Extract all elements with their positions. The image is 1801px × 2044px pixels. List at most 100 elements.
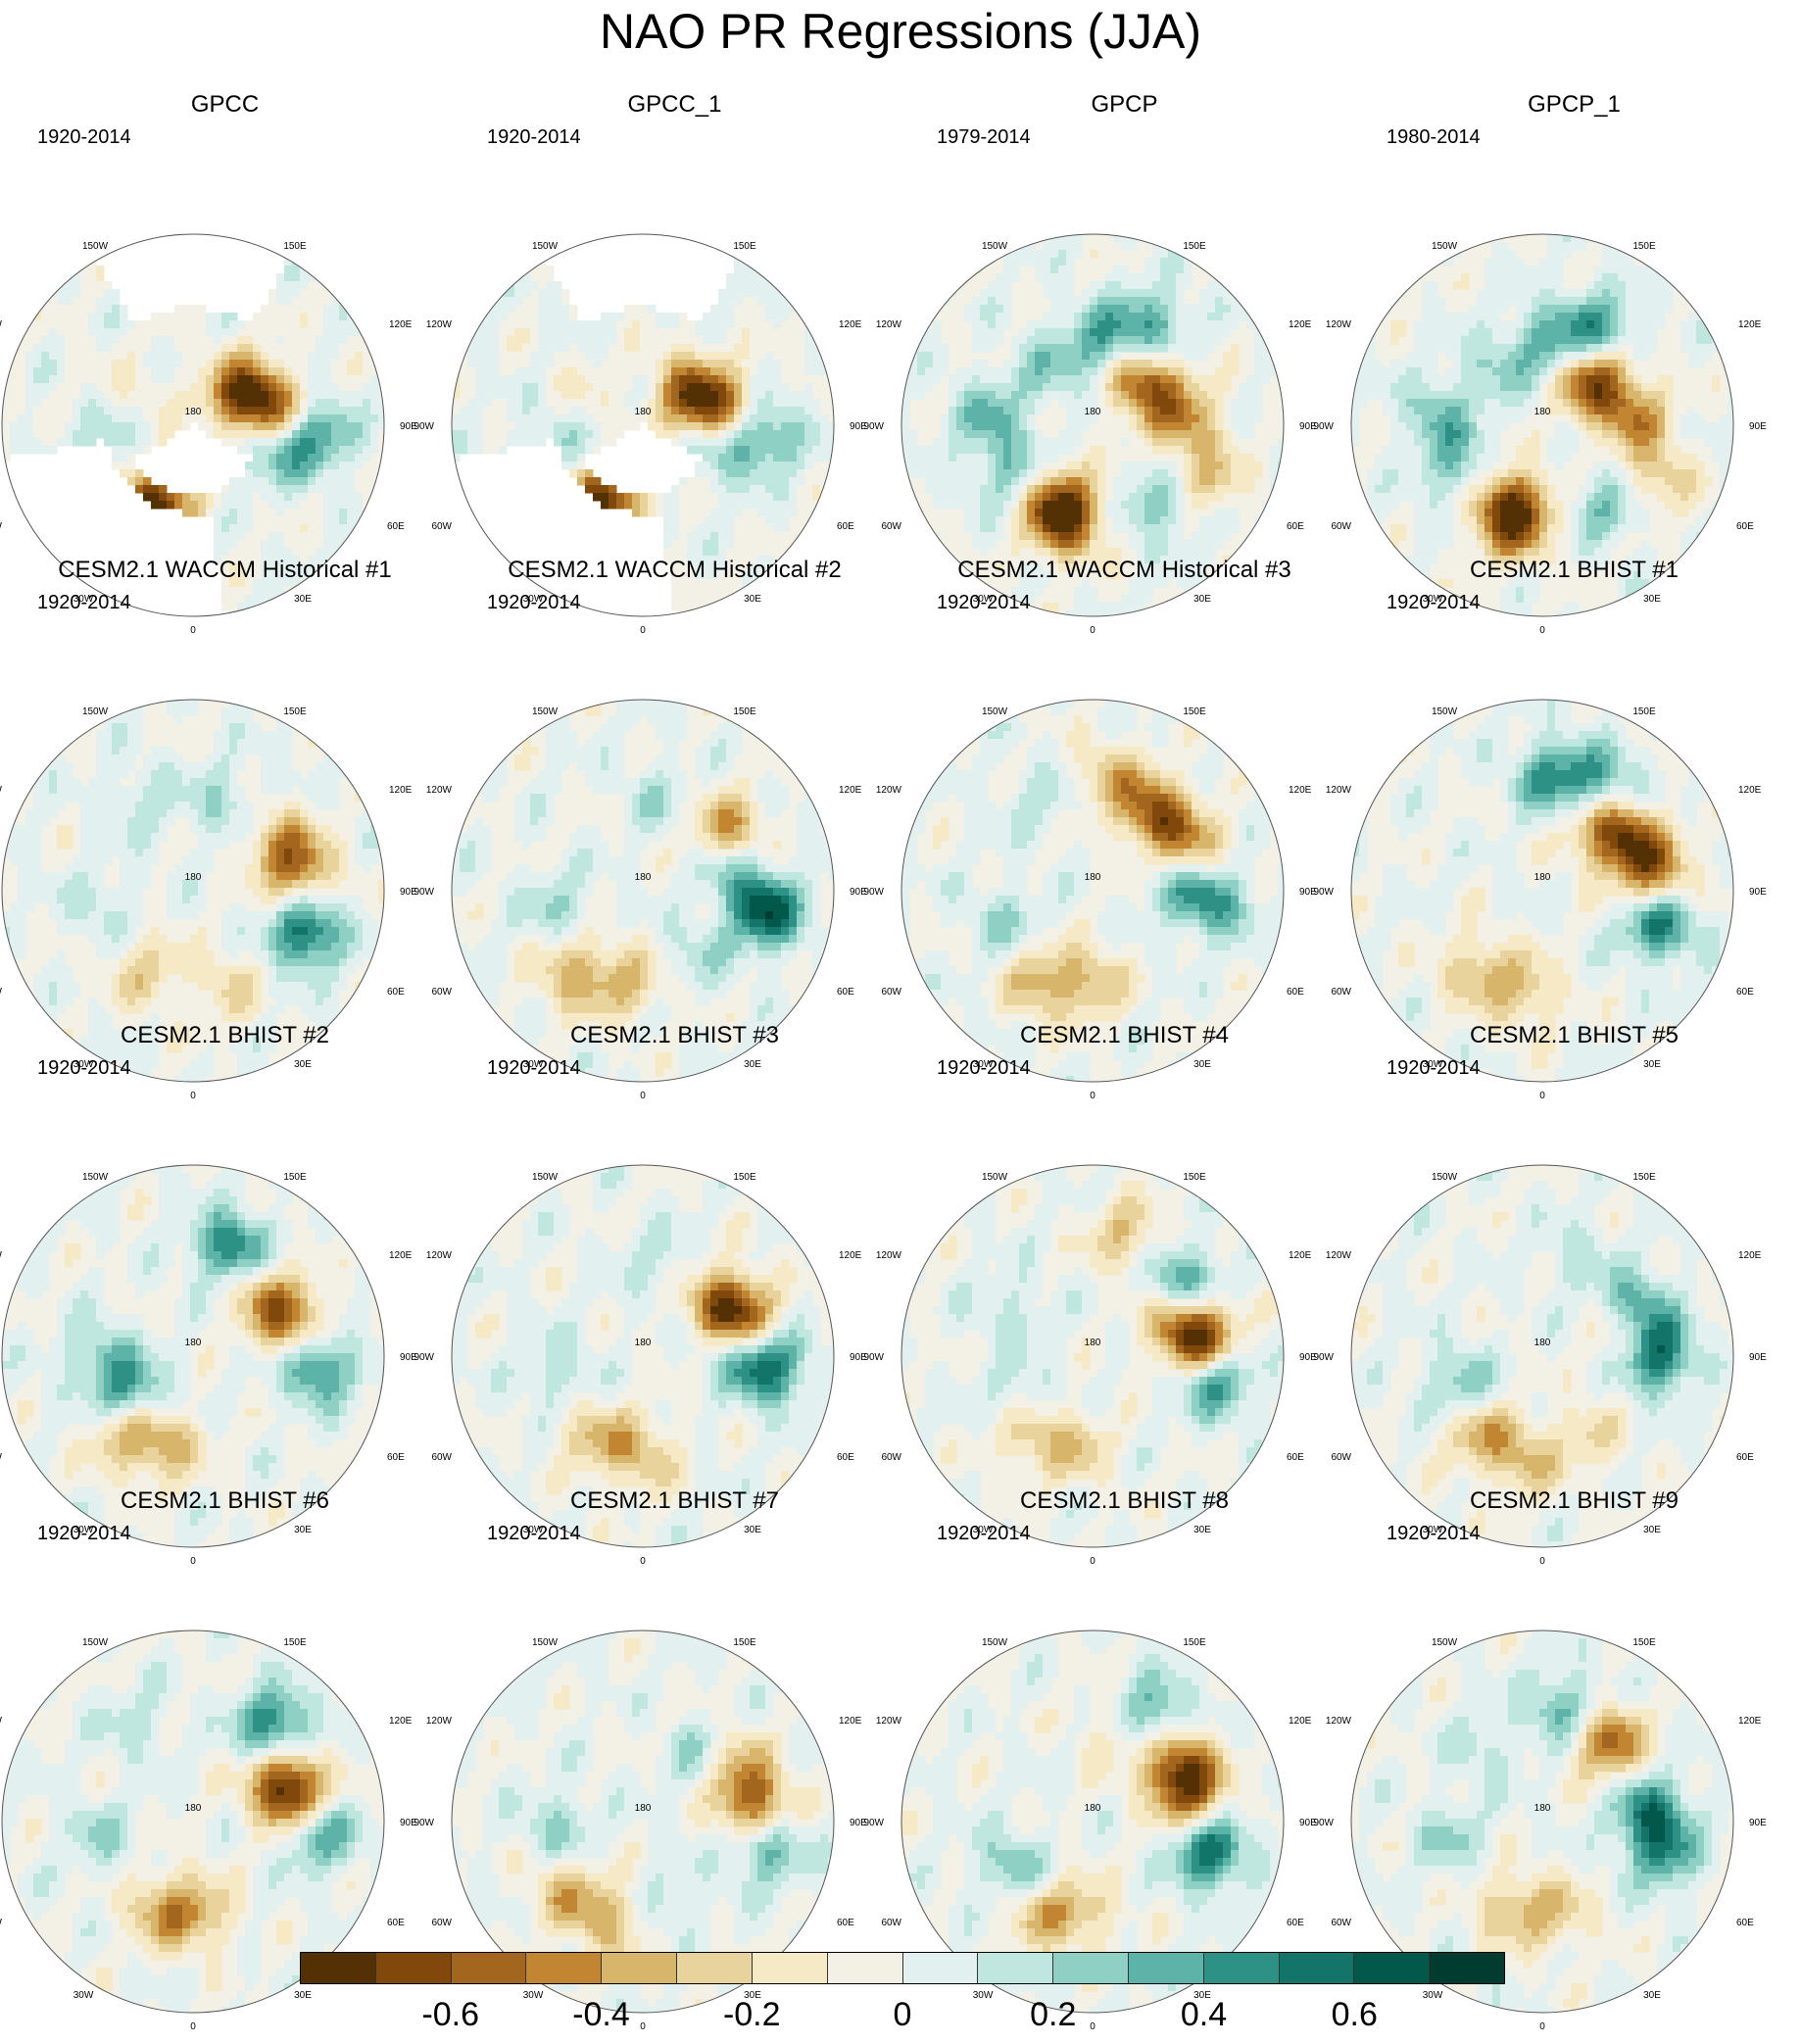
longitude-label: 90E (1299, 1352, 1317, 1363)
longitude-label: 60E (1287, 1918, 1304, 1928)
precip-field (901, 1165, 1284, 1547)
longitude-label: 180 (1085, 872, 1101, 883)
map-boundary (1350, 233, 1734, 617)
longitude-label: 30W (73, 1990, 94, 2001)
longitude-label: 120W (1326, 1250, 1352, 1261)
longitude-label: 0 (190, 625, 196, 636)
panel-title: CESM2.1 BHIST #2 (0, 1021, 450, 1050)
longitude-label: 60E (837, 1918, 854, 1928)
longitude-label: 150W (82, 241, 109, 252)
longitude-label: 90W (863, 421, 884, 432)
longitude-label: 150E (1183, 1637, 1206, 1648)
longitude-label: 120E (1289, 1250, 1312, 1261)
longitude-label: 120E (1738, 1716, 1762, 1727)
longitude-label: 30W (523, 1059, 544, 1070)
precip-field (901, 1630, 1284, 2013)
colorbar-tick-label: -0.2 (723, 1995, 781, 2034)
longitude-label: 0 (640, 2021, 646, 2032)
longitude-label: 120E (1289, 785, 1312, 796)
longitude-label: 120E (839, 1716, 862, 1727)
longitude-label: 30E (294, 1525, 312, 1535)
longitude-label: 180 (1085, 1803, 1101, 1814)
longitude-label: 120W (426, 1250, 453, 1261)
panel-period: 1920-2014 (487, 125, 581, 149)
longitude-label: 120E (1738, 319, 1762, 330)
map-panel: CESM2.1 BHIST #9 1920-2014 180 0 90W 90E 120W 1… (1313, 1486, 1799, 2032)
longitude-label: 150E (1183, 706, 1206, 717)
longitude-label: 150W (982, 1172, 1008, 1183)
longitude-label: 60W (1331, 521, 1351, 532)
longitude-label: 120W (426, 1716, 453, 1727)
panel-period: 1920-2014 (37, 125, 131, 149)
longitude-label: 30W (523, 1525, 544, 1535)
colorbar-box (902, 1953, 979, 1983)
precip-field (452, 700, 834, 1082)
map-panel: CESM2.1 BHIST #4 1920-2014 180 0 90W 90E 120W 1… (863, 1021, 1349, 1567)
longitude-label: 150E (1632, 1172, 1656, 1183)
longitude-label: 90W (1313, 887, 1334, 898)
longitude-label: 120E (839, 1250, 862, 1261)
longitude-label: 0 (190, 1556, 196, 1567)
longitude-label: 90E (400, 887, 417, 898)
panel-title: CESM2.1 BHIST #6 (0, 1486, 450, 1516)
precip-field (1351, 700, 1733, 1082)
longitude-label: 90E (400, 1818, 417, 1828)
longitude-label: 180 (185, 1803, 202, 1814)
longitude-label: 60E (1287, 1452, 1304, 1463)
longitude-label: 60W (431, 987, 452, 998)
colorbar-box (301, 1953, 376, 1983)
panel-period: 1920-2014 (937, 591, 1031, 614)
longitude-label: 180 (635, 1803, 652, 1814)
longitude-label: 60W (1331, 987, 1351, 998)
longitude-label: 120E (1738, 785, 1762, 796)
colorbar-box (677, 1953, 753, 1983)
panel-title: CESM2.1 BHIST #3 (450, 1021, 900, 1050)
panel-title: GPCP_1 (1349, 90, 1799, 120)
longitude-label: 90E (1749, 421, 1767, 432)
map-boundary (1, 1164, 385, 1548)
precip-field (1351, 1165, 1733, 1547)
colorbar-tick-label: 0 (894, 1995, 912, 2034)
longitude-label: 0 (190, 2021, 196, 2032)
colorbar-tick-label: -0.6 (421, 1995, 479, 2034)
longitude-label: 120E (389, 1250, 413, 1261)
longitude-label: 30E (1193, 1990, 1211, 2001)
longitude-label: 150W (82, 706, 109, 717)
longitude-label: 30W (1423, 1990, 1443, 2001)
longitude-label: 150W (982, 241, 1008, 252)
panel-period: 1920-2014 (1387, 1522, 1481, 1545)
longitude-label: 0 (1539, 625, 1545, 636)
longitude-label: 60W (881, 1452, 901, 1463)
panel-title: CESM2.1 BHIST #8 (900, 1486, 1349, 1516)
colorbar-box (1053, 1953, 1129, 1983)
panel-period: 1920-2014 (937, 1056, 1031, 1080)
longitude-label: 60E (1736, 521, 1754, 532)
panel-period: 1920-2014 (37, 591, 131, 614)
longitude-label: 90E (850, 421, 867, 432)
longitude-label: 60E (1736, 1452, 1754, 1463)
longitude-label: 30W (973, 1059, 994, 1070)
longitude-label: 120E (1289, 319, 1312, 330)
longitude-label: 90E (850, 887, 867, 898)
panel-title: CESM2.1 BHIST #9 (1349, 1486, 1799, 1516)
map-boundary (900, 1630, 1285, 2014)
longitude-label: 150W (82, 1637, 109, 1648)
map-panel: CESM2.1 BHIST #3 1920-2014 180 0 90W 90E 120W 1… (414, 1021, 900, 1567)
longitude-label: 30E (294, 1059, 312, 1070)
longitude-label: 60E (837, 987, 854, 998)
panel-period: 1920-2014 (1387, 1056, 1481, 1080)
longitude-label: 90W (414, 1352, 434, 1363)
longitude-label: 60E (837, 1452, 854, 1463)
panel-title: GPCP (900, 90, 1349, 120)
longitude-label: 180 (1085, 1338, 1101, 1348)
colorbar-tick-label: -0.4 (572, 1995, 630, 2034)
panel-period: 1920-2014 (937, 1522, 1031, 1545)
map-boundary (1, 699, 385, 1083)
map-panel: CESM2.1 BHIST #8 1920-2014 180 0 90W 90E 120W 1… (863, 1486, 1349, 2032)
panel-title: CESM2.1 BHIST #1 (1349, 556, 1799, 585)
longitude-label: 150W (1432, 706, 1458, 717)
longitude-label: 150W (82, 1172, 109, 1183)
